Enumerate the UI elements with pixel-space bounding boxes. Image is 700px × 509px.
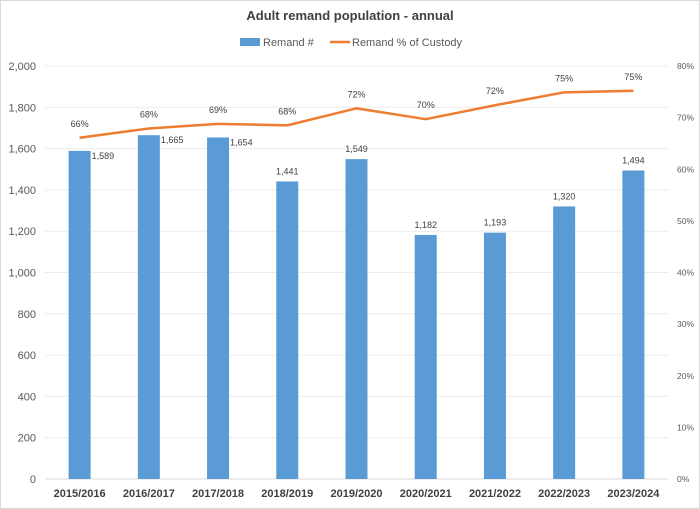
y-right-tick-label: 30% [677, 319, 694, 329]
bar-data-label: 1,665 [161, 135, 184, 145]
bar-remand [414, 234, 437, 479]
x-tick-label: 2015/2016 [54, 488, 106, 500]
y-left-tick-label: 800 [18, 309, 36, 321]
y-right-tick-label: 70% [677, 113, 694, 123]
x-tick-label: 2016/2017 [123, 488, 175, 500]
bar-remand [276, 181, 299, 479]
y-right-tick-label: 40% [677, 268, 694, 278]
bar-remand [68, 150, 91, 479]
y-left-tick-label: 1,000 [8, 268, 36, 280]
y-right-tick-label: 0% [677, 474, 690, 484]
line-data-label: 66% [71, 119, 89, 129]
y-left-tick-label: 0 [30, 474, 36, 486]
line-data-label: 72% [486, 86, 504, 96]
bar-data-label: 1,494 [622, 155, 645, 165]
x-tick-label: 2023/2024 [607, 488, 660, 500]
y-right-tick-label: 10% [677, 422, 694, 432]
y-left-tick-label: 1,400 [8, 185, 36, 197]
y-left-tick-label: 2,000 [8, 61, 36, 73]
line-data-label: 75% [624, 72, 642, 82]
chart-title: Adult remand population - annual [246, 8, 453, 23]
y-left-tick-label: 200 [18, 433, 36, 445]
x-tick-label: 2017/2018 [192, 488, 244, 500]
bar-data-label: 1,589 [92, 151, 115, 161]
legend-swatch-bar [240, 38, 260, 46]
bar-data-label: 1,193 [484, 218, 507, 228]
x-tick-label: 2021/2022 [469, 488, 521, 500]
y-left-tick-label: 400 [18, 391, 36, 403]
y-right-tick-label: 50% [677, 216, 694, 226]
legend-label-bar: Remand # [263, 37, 315, 49]
line-data-label: 75% [555, 73, 573, 83]
y-left-tick-label: 1,600 [8, 144, 36, 156]
bar-remand [553, 206, 576, 480]
bar-data-label: 1,182 [414, 220, 437, 230]
y-left-tick-label: 1,200 [8, 226, 36, 238]
x-tick-label: 2022/2023 [538, 488, 590, 500]
x-tick-label: 2019/2020 [331, 488, 383, 500]
line-remand-pct [79, 89, 634, 139]
x-tick-label: 2018/2019 [261, 488, 313, 500]
bar-data-label: 1,441 [276, 166, 299, 176]
bar-remand [207, 137, 230, 479]
line-data-label: 68% [278, 106, 296, 116]
line-data-label: 72% [347, 89, 365, 99]
y-right-tick-label: 20% [677, 371, 694, 381]
bar-remand [622, 170, 645, 479]
line-data-label: 68% [140, 109, 158, 119]
legend: Remand # Remand % of Custody [240, 37, 463, 49]
bar-data-label: 1,320 [553, 191, 576, 201]
x-tick-label: 2020/2021 [400, 488, 452, 500]
line-data-label: 69% [209, 105, 227, 115]
y-left-tick-label: 1,800 [8, 102, 36, 114]
y-right-tick-label: 80% [677, 61, 694, 71]
legend-label-line: Remand % of Custody [352, 37, 463, 49]
y-left-tick-label: 600 [18, 350, 36, 362]
bar-remand [483, 232, 506, 479]
bar-data-label: 1,549 [345, 144, 368, 154]
bar-data-label: 1,654 [230, 137, 253, 147]
line-data-label: 70% [417, 100, 435, 110]
bar-remand [137, 135, 160, 480]
y-right-tick-label: 60% [677, 164, 694, 174]
bar-remand [345, 159, 368, 479]
